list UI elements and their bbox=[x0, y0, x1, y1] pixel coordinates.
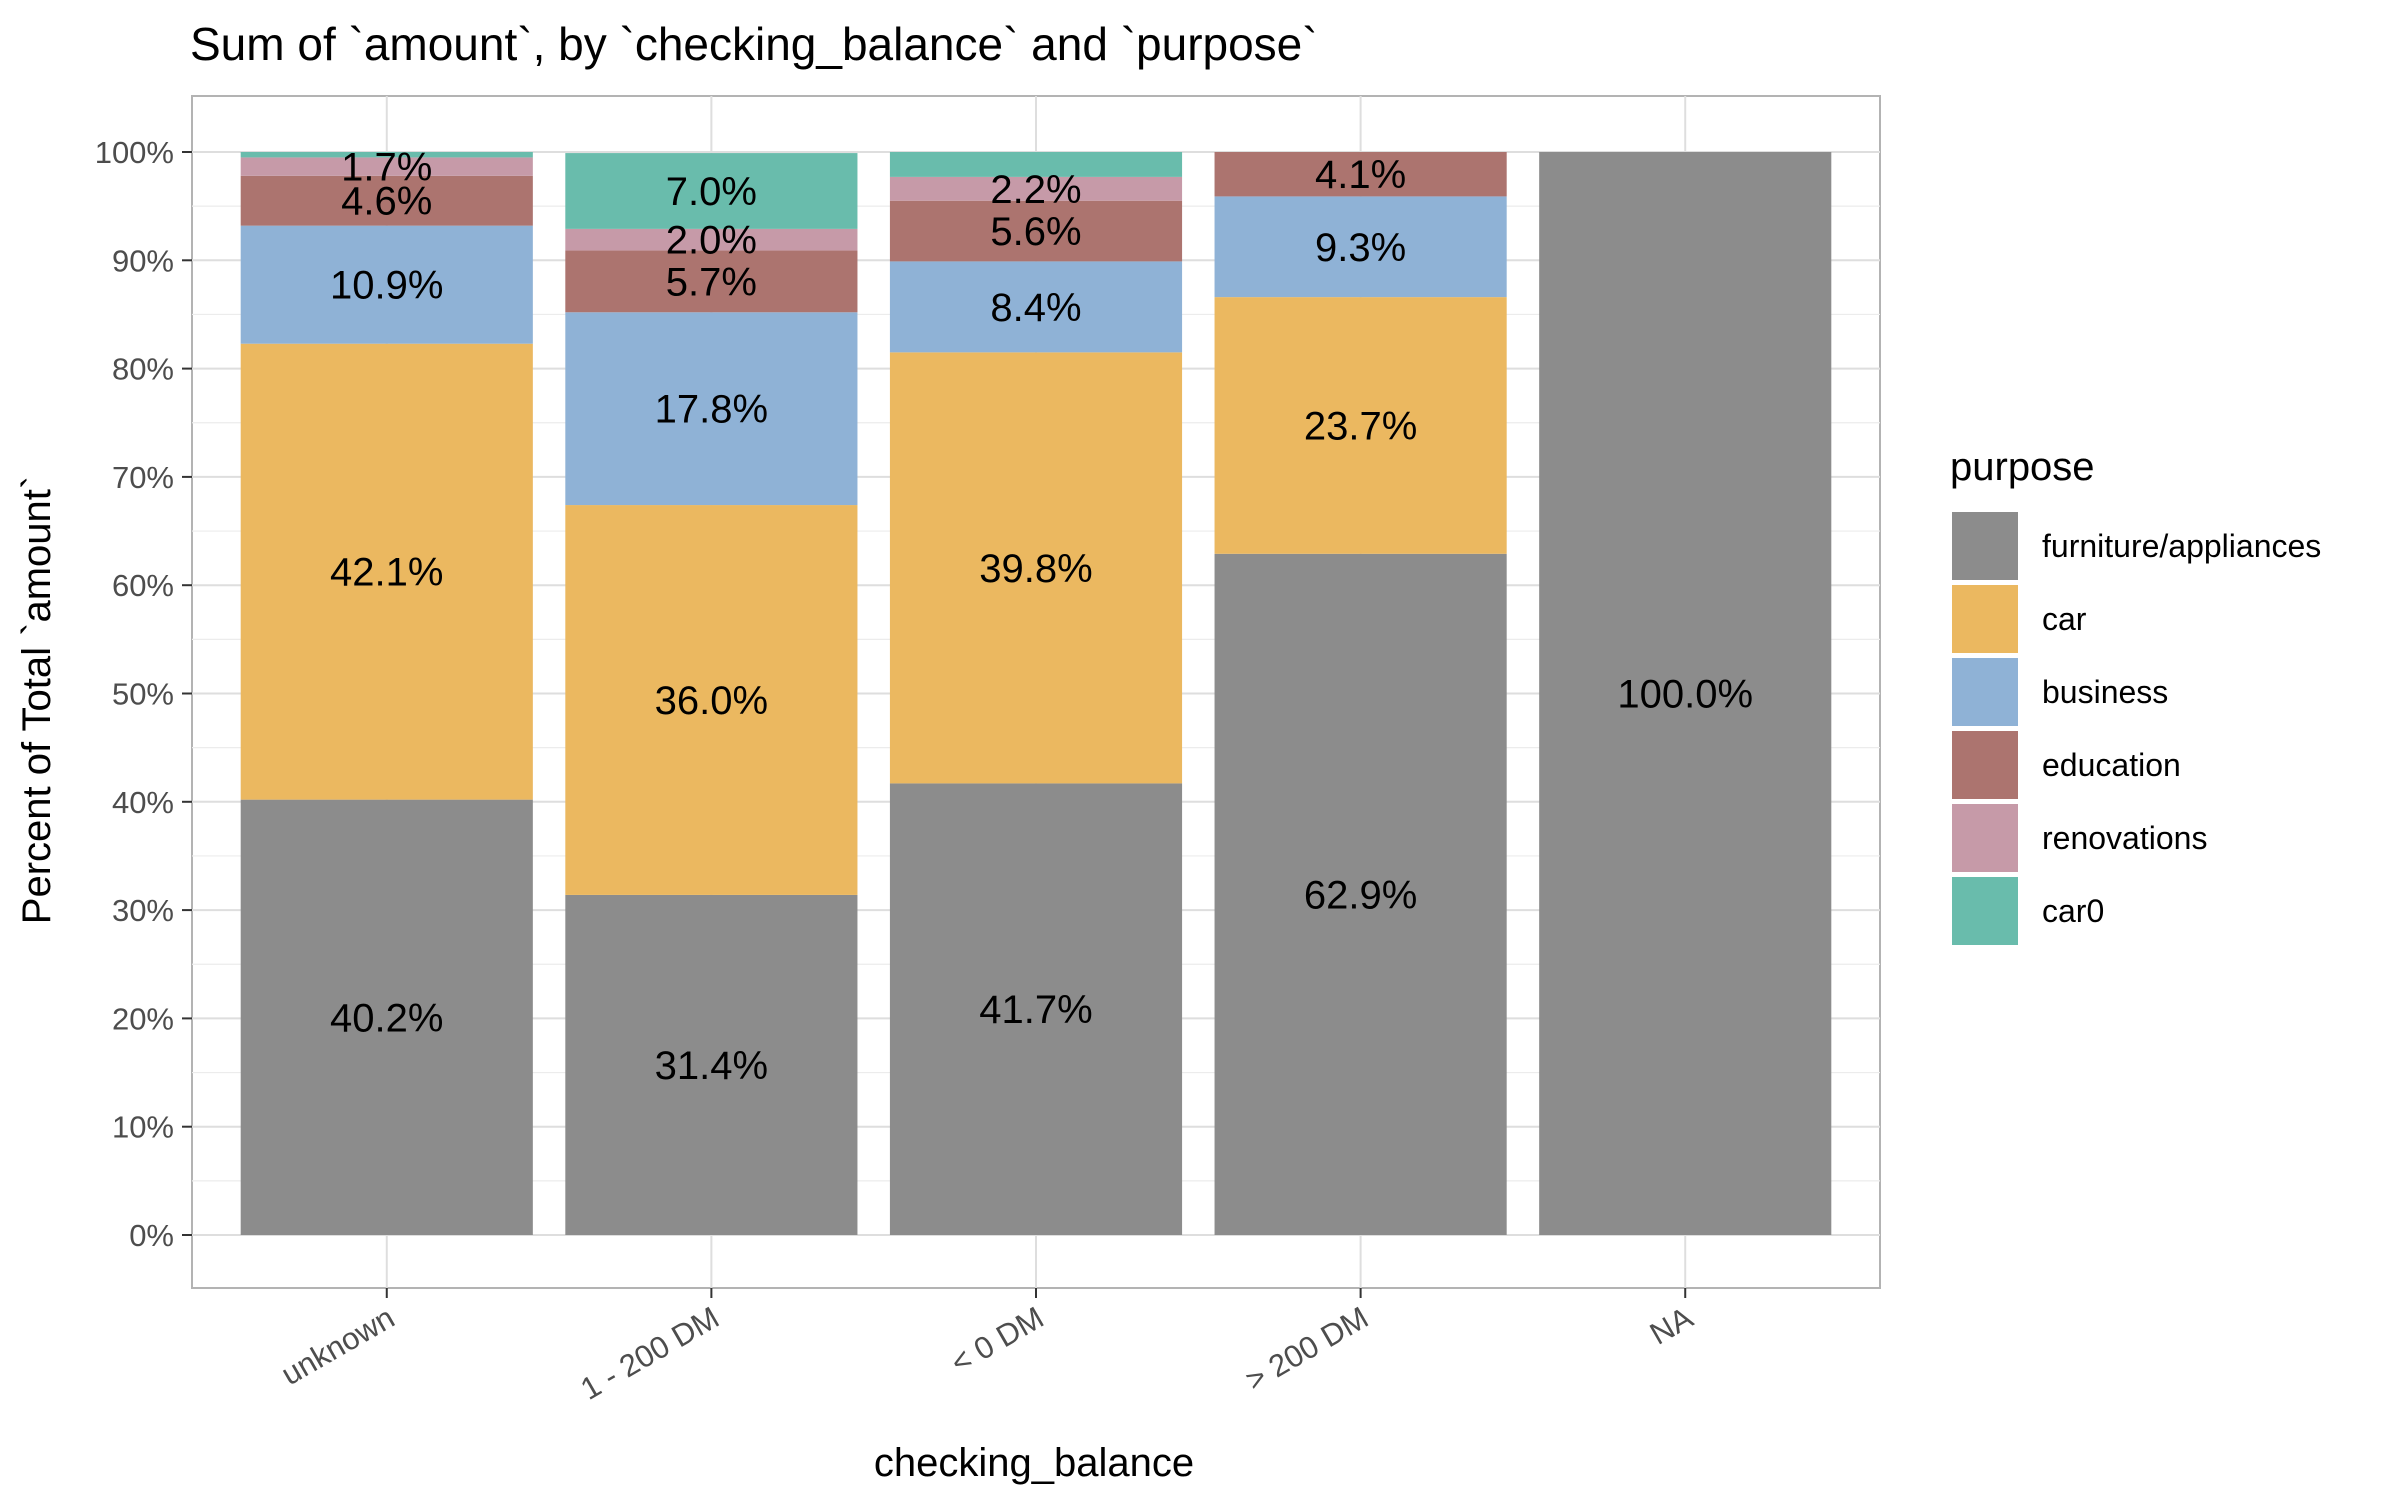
bar-value-label: 5.6% bbox=[990, 210, 1081, 254]
bar-segment-furniture-appliances bbox=[1214, 553, 1507, 1235]
legend-key bbox=[1952, 658, 2018, 726]
legend-label: car0 bbox=[2042, 893, 2104, 929]
bar-segment-business bbox=[1214, 196, 1507, 298]
bar-value-label: 2.2% bbox=[990, 168, 1081, 212]
y-tick-label: 30% bbox=[112, 893, 174, 928]
x-axis-title: checking_balance bbox=[874, 1441, 1194, 1485]
legend-key bbox=[1952, 585, 2018, 653]
x-tick-label: NA bbox=[1644, 1300, 1699, 1352]
legend-key bbox=[1952, 877, 2018, 945]
bar-value-label: 39.8% bbox=[979, 547, 1092, 591]
bar-segment-business bbox=[889, 261, 1183, 353]
legend-title: purpose bbox=[1950, 445, 2095, 489]
y-tick-label: 20% bbox=[112, 1001, 174, 1036]
y-tick-label: 100% bbox=[95, 135, 174, 170]
bar-segment-education bbox=[889, 200, 1183, 262]
bar-value-label: 42.1% bbox=[330, 551, 443, 595]
bar-segment-renovations bbox=[565, 228, 858, 251]
bar-value-label: 8.4% bbox=[990, 286, 1081, 330]
bar-segment-renovations bbox=[240, 157, 533, 176]
bar-segment-car0 bbox=[240, 152, 533, 158]
y-tick-label: 10% bbox=[112, 1110, 174, 1145]
bar-value-label: 9.3% bbox=[1315, 226, 1406, 270]
bar-segment-car bbox=[1214, 297, 1507, 554]
y-axis-title: Percent of Total `amount` bbox=[15, 476, 59, 924]
bar-segment-car bbox=[565, 505, 858, 895]
x-axis: unknown 1 - 200 DM < 0 DM > 200 DM NA bbox=[275, 1288, 1699, 1407]
bar-value-label: 41.7% bbox=[979, 988, 1092, 1032]
bar-value-label: 17.8% bbox=[655, 388, 768, 432]
bar-segment-education bbox=[240, 175, 533, 226]
bar-value-label: 4.1% bbox=[1315, 153, 1406, 197]
legend-label: renovations bbox=[2042, 820, 2207, 856]
bar-value-label: 7.0% bbox=[666, 170, 757, 214]
y-tick-label: 90% bbox=[112, 243, 174, 278]
y-tick-label: 50% bbox=[112, 677, 174, 712]
bar-value-label: 1.7% bbox=[341, 146, 432, 190]
legend-key bbox=[1952, 512, 2018, 580]
bar-value-label: 31.4% bbox=[655, 1044, 768, 1088]
bar-segment-renovations bbox=[889, 176, 1183, 201]
chart-title: Sum of `amount`, by `checking_balance` a… bbox=[190, 18, 1318, 70]
y-axis: 0% 10% 20% 30% 40% 50% 60% 70% 80% 90% 100% bbox=[95, 135, 192, 1253]
legend-label: education bbox=[2042, 747, 2181, 783]
bar-segment-business bbox=[240, 225, 533, 344]
bar-segment-car bbox=[889, 352, 1183, 784]
bar-value-label: 23.7% bbox=[1304, 404, 1417, 448]
y-tick-label: 40% bbox=[112, 785, 174, 820]
legend: purpose furniture/appliances car business e… bbox=[1950, 445, 2321, 945]
legend-label: business bbox=[2042, 674, 2168, 710]
y-tick-label: 60% bbox=[112, 568, 174, 603]
bar-value-label: 100.0% bbox=[1617, 673, 1753, 717]
y-tick-label: 70% bbox=[112, 460, 174, 495]
bar-segment-education bbox=[1214, 152, 1507, 197]
y-tick-label: 0% bbox=[129, 1218, 174, 1253]
bar-segment-car0 bbox=[889, 152, 1183, 177]
bar-segment-furniture-appliances bbox=[889, 783, 1183, 1235]
legend-key bbox=[1952, 804, 2018, 872]
y-tick-label: 80% bbox=[112, 352, 174, 387]
bar-segment-furniture-appliances bbox=[1539, 152, 1832, 1235]
legend-label: car bbox=[2042, 601, 2087, 637]
bars bbox=[240, 152, 1832, 1235]
bar-labels: 40.2% 42.1% 10.9% 4.6%1.7% 31.4% 36.0% 17.8% 5.… bbox=[330, 146, 1753, 1088]
bar-value-label: 40.2% bbox=[330, 996, 443, 1040]
bar-segment-car0 bbox=[565, 153, 858, 229]
bar-segment-car bbox=[240, 343, 533, 800]
x-tick-label: > 200 DM bbox=[1239, 1300, 1374, 1398]
bar-value-label: 62.9% bbox=[1304, 873, 1417, 917]
x-tick-label: 1 - 200 DM bbox=[575, 1300, 725, 1407]
x-tick-label: unknown bbox=[275, 1300, 400, 1392]
bar-segment-furniture-appliances bbox=[240, 799, 533, 1235]
bar-segment-education bbox=[565, 250, 858, 313]
legend-label: furniture/appliances bbox=[2042, 528, 2321, 564]
bar-value-label: 4.6% bbox=[341, 180, 432, 224]
bar-segment-furniture-appliances bbox=[565, 894, 858, 1235]
x-tick-label: < 0 DM bbox=[945, 1300, 1050, 1381]
legend-key bbox=[1952, 731, 2018, 799]
bar-value-label: 10.9% bbox=[330, 264, 443, 308]
bar-value-label: 2.0% bbox=[666, 219, 757, 263]
bar-segment-business bbox=[565, 312, 858, 506]
bar-value-label: 5.7% bbox=[666, 260, 757, 304]
bar-value-label: 36.0% bbox=[655, 679, 768, 723]
